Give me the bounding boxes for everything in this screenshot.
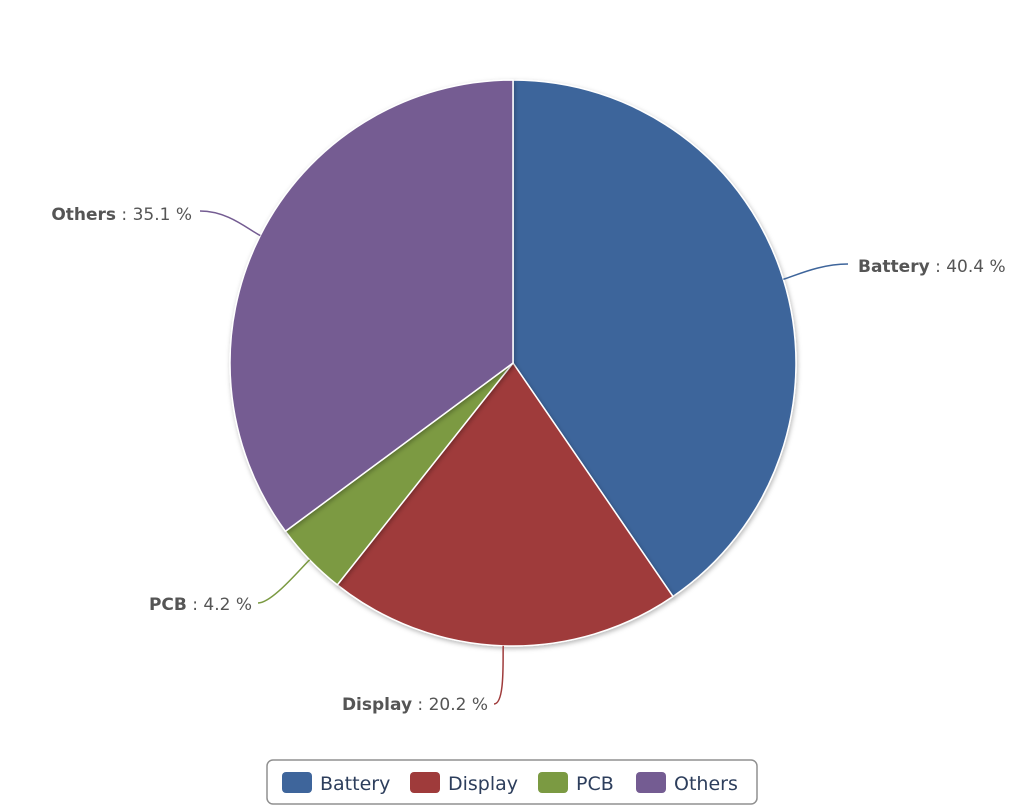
- slice-label-value: 20.2 %: [429, 695, 488, 715]
- slice-label-name: Battery: [858, 257, 930, 277]
- pie-slice-others[interactable]: [229, 79, 514, 533]
- legend-item-others[interactable]: Others: [636, 772, 738, 795]
- legend: Battery Display PCB Others: [266, 759, 758, 805]
- legend-swatch-pcb: [538, 772, 568, 793]
- pie-slice-battery[interactable]: [512, 79, 797, 598]
- slice-label-name: Display: [342, 695, 412, 715]
- legend-item-display[interactable]: Display: [410, 772, 518, 795]
- legend-label-battery: Battery: [320, 773, 390, 795]
- legend-box: [266, 759, 758, 805]
- legend-swatch-battery: [282, 772, 312, 793]
- slice-label-name: Others: [51, 205, 116, 225]
- slice-label-battery: Battery : 40.4 %: [858, 257, 1006, 277]
- slice-label-value: 40.4 %: [946, 257, 1005, 277]
- slice-label-value: 35.1 %: [133, 205, 192, 225]
- legend-item-pcb[interactable]: PCB: [538, 772, 614, 795]
- slice-label-others: Others : 35.1 %: [51, 205, 192, 225]
- legend-item-battery[interactable]: Battery: [282, 772, 390, 795]
- legend-swatch-others: [636, 772, 666, 793]
- label-connector-display: [493, 645, 504, 705]
- slice-labels: Battery : 40.4 % Display : 20.2 % PCB : 4.…: [51, 205, 1005, 715]
- legend-label-display: Display: [448, 773, 518, 795]
- label-connector-battery: [783, 263, 849, 280]
- legend-label-others: Others: [674, 773, 738, 795]
- legend-label-pcb: PCB: [576, 773, 614, 795]
- label-connector-pcb: [257, 559, 311, 604]
- pie-slices: [229, 79, 797, 647]
- label-connectors: [199, 210, 849, 705]
- slice-label-display: Display : 20.2 %: [342, 695, 488, 715]
- slice-label-name: PCB: [149, 595, 187, 615]
- label-connector-others: [199, 210, 261, 237]
- legend-swatch-display: [410, 772, 440, 793]
- slice-label-value: 4.2 %: [203, 595, 252, 615]
- slice-label-pcb: PCB : 4.2 %: [149, 595, 252, 615]
